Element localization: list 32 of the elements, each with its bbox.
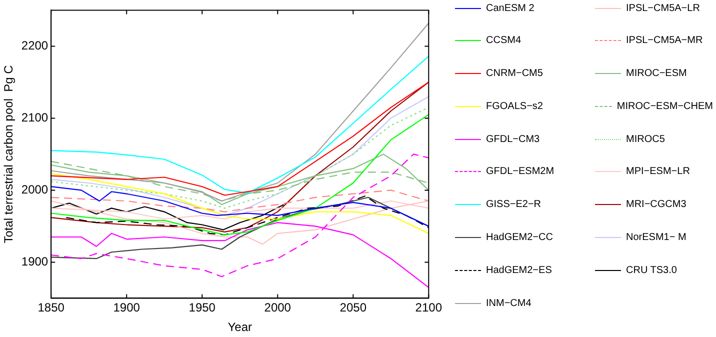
legend-label: CCSM4 — [486, 35, 522, 46]
legend-label: MRI−CGCM3 — [626, 199, 686, 210]
legend-label: CRU TS3.0 — [626, 264, 677, 276]
legend-label: IPSL−CM5A−MR — [626, 35, 703, 46]
legend-label: MIROC−ESM — [626, 68, 687, 80]
legend-label: HadGEM2−ES — [486, 264, 552, 276]
legend-label: GFDL−CM3 — [486, 134, 540, 145]
y-tick-label: 2200 — [21, 38, 48, 53]
y-axis-title: Total terrestrial carbon pool Pg C — [2, 64, 16, 244]
legend-label: CNRM−CM5 — [486, 68, 543, 80]
y-tick-label: 2100 — [21, 110, 48, 125]
legend-label: HadGEM2−CC — [486, 232, 553, 244]
legend-label: IPSL−CM5A−LR — [626, 2, 700, 14]
legend-label: INM−CM4 — [486, 298, 532, 309]
x-tick-label: 2100 — [415, 300, 442, 315]
legend-label: MIROC5 — [626, 134, 665, 145]
x-tick-label: 2050 — [340, 300, 367, 315]
x-tick-label: 2000 — [264, 300, 292, 315]
x-tick-label: 1950 — [188, 300, 216, 315]
y-tick-label: 1900 — [21, 254, 48, 269]
x-tick-label: 1900 — [113, 300, 140, 315]
line-series — [51, 190, 429, 212]
legend-label: GISS−E2−R — [486, 199, 542, 210]
legend-label: MPI−ESM−LR — [626, 166, 690, 178]
y-tick-label: 2000 — [21, 182, 48, 197]
legend-label: MIROC−ESM−CHEM — [616, 100, 713, 112]
x-tick-label: 1850 — [38, 300, 65, 315]
legend-label: FGOALS−s2 — [486, 100, 543, 112]
legend-label: NorESM1− M — [626, 232, 686, 244]
legend-label: GFDL−ESM2M — [486, 166, 554, 178]
legend-label: CanESM 2 — [486, 2, 534, 14]
x-axis-title: Year — [228, 320, 252, 334]
